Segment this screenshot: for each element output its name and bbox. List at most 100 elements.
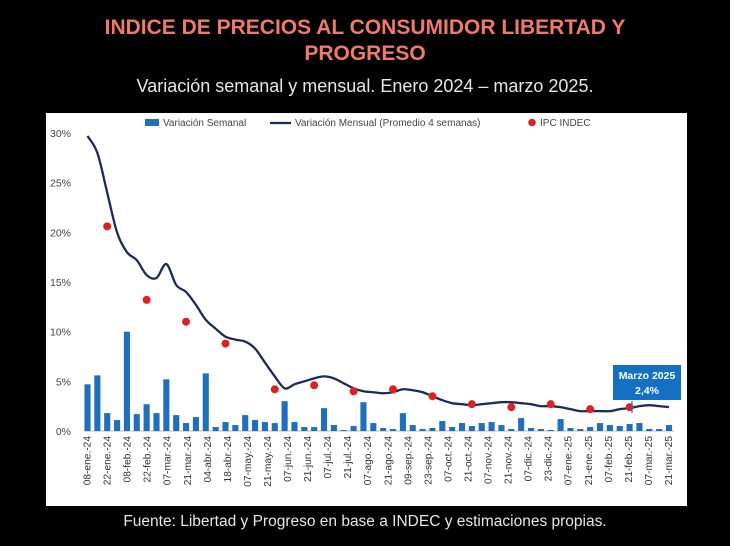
ipc-point [389,385,398,394]
ipc-point [270,385,279,394]
weekly-bar [370,423,377,431]
x-tick-label: 07-dic.-24 [524,436,535,482]
weekly-bar [389,429,397,431]
weekly-bar [261,422,268,431]
x-tick-label: 22-feb.-24 [143,436,154,483]
weekly-bar [557,419,564,431]
weekly-bar [636,423,643,431]
monthly-average-line [86,135,670,413]
weekly-bar [163,379,170,431]
x-tick-label: 07-nov.-24 [484,436,495,484]
x-tick-label: 07-feb.-25 [604,436,615,483]
weekly-bar [527,428,535,431]
x-tick-label: 22-ene.-24 [103,436,114,486]
weekly-bar [498,425,505,431]
weekly-bar [330,425,337,431]
weekly-bar [518,418,525,431]
weekly-bar [646,429,653,431]
x-tick-label: 07-ene.-25 [564,436,575,486]
ipc-point [507,403,516,412]
weekly-bar [281,401,288,431]
y-tick-label: 0% [56,426,71,438]
weekly-bar [458,423,466,431]
weekly-bar [380,428,387,431]
x-tick-label: 08-ene.-24 [83,436,94,486]
weekly-bar [577,429,584,431]
weekly-bar [340,430,347,431]
weekly-bar [133,414,140,431]
weekly-bar [242,415,249,431]
weekly-bar [104,413,111,431]
x-tick-label: 21-mar.-24 [183,436,194,486]
ipc-point [310,381,319,390]
chart-panel: Variación Semanal Variación Mensual (Prom… [46,113,687,506]
weekly-bar [419,429,426,431]
weekly-bar [84,384,91,431]
legend-label: Variación Semanal [163,118,246,129]
ipc-point [142,295,151,304]
weekly-bar [488,422,495,431]
x-tick-label: 04-abr.-24 [203,436,214,483]
x-tick-label: 21-jun.-24 [303,436,314,482]
y-tick-label: 5% [56,376,71,388]
weekly-bar [232,425,239,431]
x-tick-label: 09-sep.-24 [403,436,414,485]
weekly-bar [429,428,436,431]
chart-title: INDICE DE PRECIOS AL CONSUMIDOR LIBERTAD… [0,15,730,67]
weekly-bar [665,425,673,431]
x-tick-label: 21-oct.-24 [463,436,474,482]
x-tick-label: 08-feb.-24 [123,436,134,483]
x-tick-label: 21-jul.-24 [343,436,354,479]
callout-title: Marzo 2025 [619,370,676,382]
weekly-bar [616,426,623,431]
ipc-point [103,222,112,231]
chart-svg: Variación Semanal Variación Mensual (Prom… [50,118,681,487]
legend-label: Variación Mensual (Promedio 4 semanas) [295,118,480,129]
ipc-point [586,405,595,414]
x-tick-label: 18-abr.-24 [223,436,234,483]
legend-label: IPC INDEC [540,118,591,129]
chart-subtitle: Variación semanal y mensual. Enero 2024 … [136,76,594,96]
x-tick-label: 21-may.-24 [263,436,274,487]
weekly-bar [606,425,613,431]
weekly-bar [311,427,318,431]
title-line-1: INDICE DE PRECIOS AL CONSUMIDOR LIBERTAD… [104,16,626,39]
x-tick-label: 21-ago.-24 [383,436,394,486]
weekly-bar [350,426,357,431]
y-tick-label: 30% [50,128,71,140]
ipc-point [349,387,358,396]
weekly-bar [567,428,574,431]
weekly-bar [656,429,663,431]
weekly-bar [439,421,446,431]
weekly-bar [626,424,633,431]
weekly-bar [587,427,594,431]
ipc-dots [103,222,634,414]
weekly-bar [114,420,121,431]
weekly-bar [212,427,219,431]
weekly-bar [202,373,209,431]
weekly-bar [271,423,278,431]
weekly-bar [251,420,259,431]
x-tick-label: 23-sep.-24 [423,436,434,485]
weekly-bar [399,413,406,431]
ipc-point [546,400,555,409]
y-tick-label: 15% [50,277,71,289]
weekly-bar [94,375,101,431]
legend-dot-swatch [528,118,536,127]
weekly-bar [449,427,456,431]
weekly-bar [183,423,190,431]
weekly-bar [320,408,328,431]
x-tick-label: 07-mar.-25 [644,436,655,486]
weekly-bar [153,413,160,431]
x-tick-label: 21-feb.-25 [624,436,635,483]
weekly-bar [547,430,554,431]
x-tick-label: 21-nov.-24 [504,436,515,484]
x-tick-label: 07-may.-24 [243,436,254,487]
x-tick-label: 07-oct.-24 [443,436,454,482]
ipc-point [428,392,437,401]
weekly-bar [222,422,229,431]
y-tick-label: 25% [50,178,71,190]
weekly-bar [301,427,308,431]
weekly-bar [360,402,367,431]
legend-bar-swatch [145,119,159,126]
